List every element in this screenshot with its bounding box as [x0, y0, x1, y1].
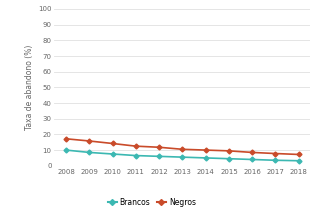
Negros — [297, 153, 301, 156]
Brancos — [227, 157, 231, 160]
Negros — [87, 140, 91, 142]
Negros — [180, 148, 184, 151]
Legend: Brancos, Negros: Brancos, Negros — [108, 198, 196, 207]
Negros — [204, 149, 208, 151]
Brancos — [204, 157, 208, 159]
Brancos — [157, 155, 161, 158]
Brancos — [274, 159, 277, 162]
Negros — [64, 138, 68, 140]
Negros — [157, 146, 161, 149]
Line: Brancos: Brancos — [64, 148, 300, 162]
Negros — [250, 151, 254, 154]
Negros — [111, 142, 115, 145]
Brancos — [111, 153, 115, 155]
Brancos — [87, 151, 91, 154]
Y-axis label: Taxa de abandono (%): Taxa de abandono (%) — [25, 45, 34, 130]
Line: Negros: Negros — [64, 137, 300, 156]
Brancos — [180, 156, 184, 159]
Brancos — [250, 158, 254, 161]
Negros — [134, 145, 138, 148]
Brancos — [134, 154, 138, 157]
Negros — [227, 150, 231, 152]
Brancos — [64, 149, 68, 151]
Negros — [274, 152, 277, 155]
Brancos — [297, 159, 301, 162]
